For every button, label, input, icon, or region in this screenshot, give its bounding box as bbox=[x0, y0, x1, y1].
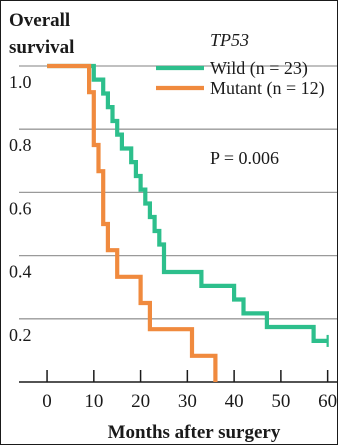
x-tick-label: 20 bbox=[131, 391, 150, 412]
x-axis: 0 10 20 30 40 50 60 bbox=[19, 370, 337, 412]
x-tick-label: 30 bbox=[178, 391, 197, 412]
legend: TP53 Wild (n = 23)Mutant (n = 12) bbox=[156, 30, 325, 99]
x-tick-label: 60 bbox=[318, 391, 337, 412]
y-tick-label: 0.4 bbox=[9, 262, 32, 282]
y-axis-title-line-2: survival bbox=[9, 37, 74, 58]
x-tick-label: 40 bbox=[225, 391, 244, 412]
x-tick-label: 0 bbox=[42, 391, 52, 412]
gridlines bbox=[19, 65, 337, 320]
legend-title: TP53 bbox=[210, 30, 249, 50]
x-axis-title: Months after surgery bbox=[108, 422, 281, 443]
y-axis-title-line-1: Overall bbox=[9, 10, 70, 31]
legend-label: Mutant (n = 12) bbox=[210, 78, 325, 99]
y-tick-label: 1.0 bbox=[9, 72, 32, 92]
y-tick-label: 0.8 bbox=[9, 135, 32, 155]
x-tick-label: 50 bbox=[271, 391, 290, 412]
y-tick-label: 0.6 bbox=[9, 198, 32, 218]
series-lines bbox=[47, 63, 329, 382]
p-value-annotation: P = 0.006 bbox=[210, 148, 279, 168]
y-tick-labels: 1.0 0.8 0.6 0.4 0.2 bbox=[9, 72, 32, 345]
series-line-wild bbox=[47, 63, 328, 343]
series-line-mutant bbox=[47, 63, 218, 382]
y-tick-label: 0.2 bbox=[9, 325, 32, 345]
x-tick-label: 10 bbox=[84, 391, 103, 412]
legend-label: Wild (n = 23) bbox=[210, 58, 308, 79]
